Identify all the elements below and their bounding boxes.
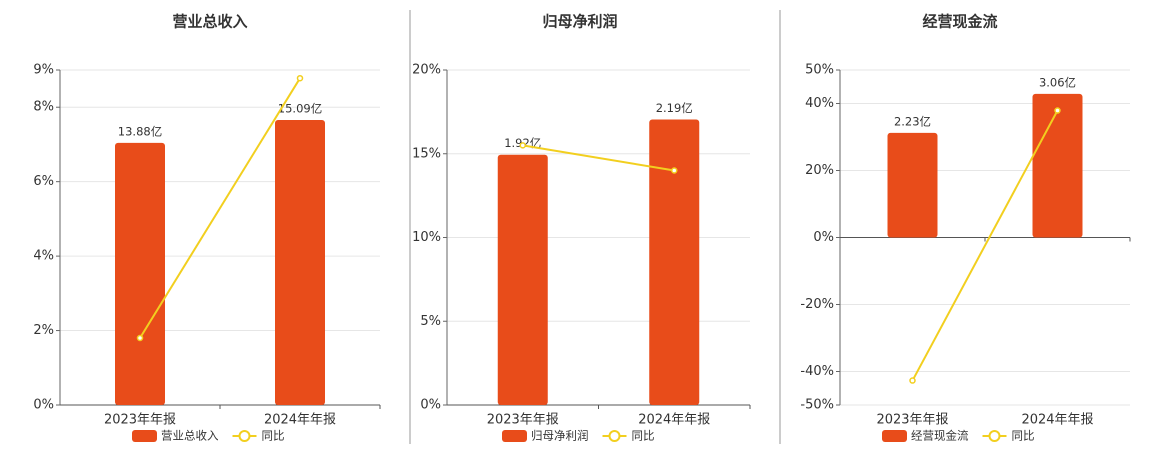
x-tick-label: 2023年年报 — [876, 413, 948, 428]
legend-label: 同比 — [1012, 429, 1035, 443]
y-tick-label: 9% — [33, 63, 54, 78]
legend-swatch — [608, 430, 621, 442]
y-tick-label: 15% — [412, 146, 441, 161]
y-tick-label: 6% — [33, 174, 54, 189]
legend-label: 同比 — [262, 429, 285, 443]
legend-label: 归母净利润 — [531, 429, 589, 443]
bar-value-label: 15.09亿 — [278, 102, 322, 116]
bar-value-label: 3.06亿 — [1039, 75, 1076, 89]
x-tick-label: 2023年年报 — [487, 413, 559, 428]
y-tick-label: 2% — [33, 323, 54, 338]
legend-label: 营业总收入 — [161, 429, 219, 443]
y-tick-label: 20% — [805, 163, 834, 178]
legend-swatch — [132, 430, 157, 442]
bar-value-label: 13.88亿 — [118, 124, 162, 138]
trend-point — [296, 74, 304, 82]
chart-title: 归母净利润 — [542, 13, 617, 31]
legend-swatch — [988, 430, 1001, 442]
trend-point — [519, 142, 526, 149]
legend-swatch — [238, 430, 251, 442]
x-tick-label: 2024年年报 — [1021, 413, 1093, 428]
y-tick-label: 40% — [805, 96, 834, 111]
legend-label: 经营现金流 — [911, 429, 969, 443]
trend-point — [1054, 107, 1061, 114]
legend-swatch — [502, 430, 527, 442]
bar — [1032, 93, 1083, 238]
trend-point — [909, 377, 916, 384]
legend-swatch — [882, 430, 907, 442]
x-tick-label: 2023年年报 — [104, 413, 176, 428]
x-tick-label: 2024年年报 — [638, 413, 710, 428]
legend-label: 同比 — [632, 429, 655, 443]
bar — [497, 154, 548, 405]
bar-value-label: 2.23亿 — [894, 114, 931, 128]
chart-title: 经营现金流 — [922, 13, 997, 31]
y-tick-label: 0% — [813, 230, 834, 245]
chart-title: 营业总收入 — [172, 13, 247, 31]
y-tick-label: 0% — [420, 398, 441, 413]
y-tick-label: -20% — [800, 297, 834, 312]
y-tick-label: 50% — [805, 63, 834, 78]
bar — [115, 142, 165, 405]
y-tick-label: -40% — [800, 364, 834, 379]
trend-point — [671, 167, 678, 174]
bar-value-label: 2.19亿 — [656, 101, 693, 115]
y-tick-label: 5% — [420, 314, 441, 329]
trend-line — [139, 77, 301, 339]
y-tick-label: 8% — [33, 100, 54, 115]
x-tick-label: 2024年年报 — [264, 413, 336, 428]
y-tick-label: 4% — [33, 249, 54, 264]
bar — [887, 132, 938, 238]
y-tick-label: 0% — [33, 398, 54, 413]
y-tick-label: 10% — [412, 230, 441, 245]
y-tick-label: 20% — [412, 63, 441, 78]
y-tick-label: -50% — [800, 398, 834, 413]
trend-line — [522, 144, 675, 172]
bar — [275, 120, 325, 406]
trend-point — [136, 334, 144, 342]
bar — [649, 119, 700, 405]
trend-line — [911, 110, 1059, 382]
